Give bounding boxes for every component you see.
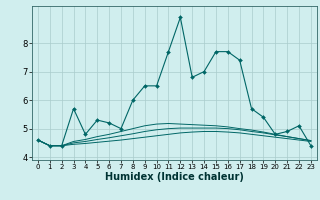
X-axis label: Humidex (Indice chaleur): Humidex (Indice chaleur) [105,172,244,182]
